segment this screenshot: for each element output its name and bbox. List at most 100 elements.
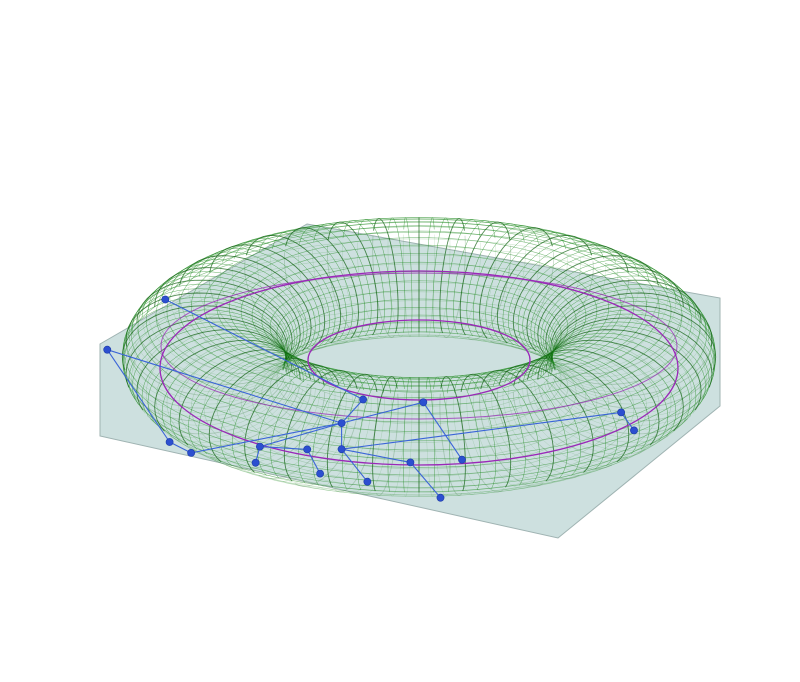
- tree-nodes: [103, 295, 638, 502]
- torus-meridian-line: [530, 383, 654, 455]
- torus-top-ridge: [160, 272, 678, 420]
- torus-meridian-line: [134, 341, 280, 389]
- torus-meridian-line: [141, 396, 149, 416]
- torus-meridian-line: [497, 261, 568, 346]
- torus-meridian-line: [283, 258, 348, 345]
- torus-meridian-line: [128, 379, 136, 400]
- torus-meridian-line: [537, 386, 669, 447]
- torus-meridian-line: [299, 225, 366, 338]
- tree-node: [406, 458, 415, 467]
- torus-meridian-line: [312, 372, 371, 461]
- torus-meridian-line: [485, 229, 567, 340]
- torus-meridian-line: [327, 221, 379, 336]
- torus-meridian-line: [708, 334, 710, 341]
- torus-meridian-line: [373, 218, 399, 334]
- torus-meridian-line: [136, 279, 293, 361]
- torus-outer-rim: [159, 270, 679, 466]
- torus-meridian-line: [258, 232, 347, 342]
- tree-edge: [306, 449, 321, 474]
- torus-meridian-line: [448, 466, 451, 492]
- torus-meridian-line: [512, 244, 629, 350]
- torus-meridian-line: [640, 426, 650, 450]
- torus-meridian-line: [532, 457, 540, 484]
- tree-edge: [106, 349, 171, 443]
- torus-meridian-line: [466, 223, 525, 337]
- torus-meridian-line: [270, 452, 280, 479]
- torus-meridian-line: [298, 256, 356, 343]
- torus-meridian-line: [188, 426, 198, 450]
- torus-meridian-line: [480, 369, 555, 456]
- torus-ring-line: [190, 322, 648, 493]
- torus-meridian-line: [658, 417, 669, 441]
- tree-edge: [341, 401, 424, 424]
- torus-meridian-line: [446, 219, 481, 334]
- torus-meridian-line: [684, 401, 691, 421]
- torus-meridian-line: [232, 362, 334, 443]
- torus-meridian-line: [208, 435, 222, 463]
- torus-meridian-line: [372, 466, 376, 492]
- torus-meridian-line: [126, 358, 281, 401]
- torus-inner-rim: [307, 319, 531, 401]
- torus-meridian-line: [712, 362, 716, 377]
- torus-meridian-line: [545, 455, 555, 482]
- torus-meridian-line: [403, 246, 412, 338]
- torus-meridian-line: [482, 256, 540, 343]
- tree-node: [337, 419, 346, 427]
- torus-meridian-line: [125, 364, 280, 405]
- torus-meridian-line: [673, 407, 684, 432]
- torus-meridian-line: [128, 334, 130, 341]
- torus-meridian-line: [283, 369, 358, 456]
- torus-meridian-line: [132, 284, 291, 364]
- tree-node: [303, 445, 312, 454]
- torus-ring-line: [178, 316, 660, 496]
- torus-meridian-line: [558, 341, 704, 389]
- tree-node: [363, 477, 372, 486]
- torus-meridian-line: [326, 251, 371, 341]
- torus-meridian-line: [594, 442, 606, 470]
- torus-meridian-line: [492, 366, 581, 450]
- torus-meridian-line: [147, 271, 298, 356]
- torus-meridian-line: [666, 412, 677, 436]
- torus-meridian-line: [122, 301, 287, 368]
- torus-meridian-line: [178, 421, 189, 446]
- tree-node: [359, 395, 367, 404]
- torus-meridian-line: [491, 232, 580, 342]
- torus-meridian-line: [154, 339, 301, 408]
- torus-meridian-line: [453, 374, 497, 464]
- torus-meridian-line: [146, 378, 292, 435]
- torus-meridian-line: [491, 392, 568, 482]
- torus-meridian-line: [357, 219, 392, 334]
- torus-meridian-line: [702, 379, 710, 400]
- torus-ring-line: [554, 363, 562, 381]
- torus-meridian-line: [270, 261, 341, 346]
- tree-edge: [165, 299, 364, 400]
- torus-ring-line: [240, 336, 598, 470]
- torus-meridian-line: [537, 267, 684, 359]
- torus-meridian-line: [123, 313, 287, 369]
- tree-node: [251, 458, 260, 467]
- torus-meridian-line: [517, 271, 606, 352]
- tree-edges: [106, 299, 635, 499]
- tree-edge: [341, 411, 622, 450]
- torus-meridian-line: [326, 461, 333, 488]
- torus-meridian-line: [699, 385, 706, 405]
- torus-meridian-line: [583, 446, 594, 473]
- torus-meridian-line: [439, 393, 463, 496]
- torus-meridian-line: [526, 349, 660, 422]
- torus-meridian-line: [522, 352, 650, 427]
- torus-meridian-line: [357, 375, 391, 465]
- torus-meridian-line: [326, 373, 378, 463]
- torus-meridian-line: [540, 271, 691, 356]
- torus-ring-line: [261, 334, 577, 453]
- torus-meridian-line: [558, 452, 568, 479]
- torus-meridian-line: [453, 220, 496, 335]
- torus-meridian-line: [179, 255, 312, 352]
- torus-meridian-line: [710, 339, 713, 347]
- torus-meridian-line: [467, 372, 526, 461]
- torus-meridian-line: [491, 463, 497, 489]
- tree-node: [617, 408, 625, 417]
- torus-meridian-line: [526, 255, 659, 352]
- torus-meridian-line: [649, 421, 660, 446]
